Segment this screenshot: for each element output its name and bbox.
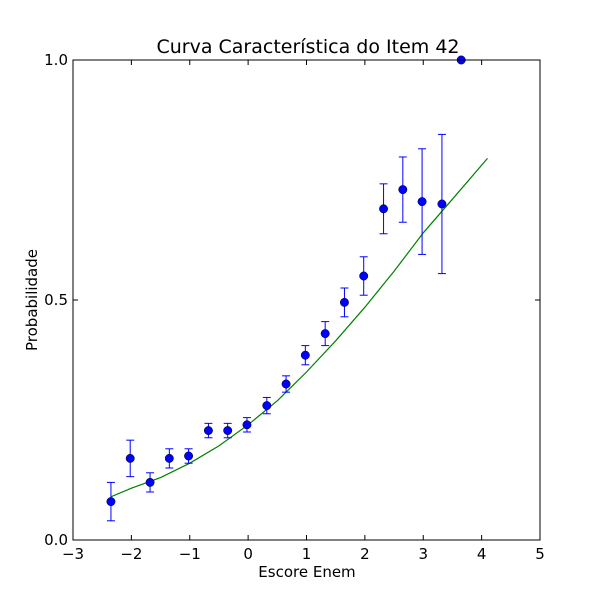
data-point [184, 451, 194, 461]
x-tick-label: 5 [535, 545, 545, 563]
y-tick-label: 0.0 [44, 531, 68, 549]
data-point [300, 350, 310, 360]
y-tick-label: 0.5 [44, 291, 68, 309]
x-axis-ticks: −3 −2 −1 0 1 2 3 4 5 [62, 60, 545, 563]
x-tick-label: 0 [243, 545, 253, 563]
data-point [164, 453, 174, 463]
x-tick-label: 3 [418, 545, 428, 563]
x-tick-label: −1 [179, 545, 201, 563]
data-point [125, 453, 135, 463]
data-point [223, 426, 233, 436]
data-point [262, 401, 272, 411]
chart-title: Curva Característica do Item 42 [156, 36, 459, 58]
data-point [203, 426, 213, 436]
data-point [379, 204, 389, 214]
data-point [281, 379, 291, 389]
data-point [145, 477, 155, 487]
x-tick-label: −3 [62, 545, 84, 563]
y-tick-label: 1.0 [44, 51, 68, 69]
fitted-curve [110, 158, 488, 498]
y-axis-label: Probabilidade [23, 249, 41, 351]
x-tick-label: 2 [360, 545, 370, 563]
x-tick-label: 1 [302, 545, 312, 563]
data-point [106, 497, 116, 507]
plot-frame [72, 59, 541, 541]
data-point [359, 271, 369, 281]
data-point [417, 197, 427, 207]
x-axis-label: Escore Enem [258, 563, 355, 581]
data-point [242, 420, 252, 430]
data-point [398, 185, 408, 195]
y-axis-ticks: 0.0 0.5 1.0 [44, 51, 540, 549]
data-point [437, 199, 447, 209]
data-point [320, 329, 330, 339]
data-point [339, 297, 349, 307]
x-tick-label: 4 [477, 545, 487, 563]
x-tick-label: −2 [120, 545, 142, 563]
plot-area [106, 55, 488, 522]
